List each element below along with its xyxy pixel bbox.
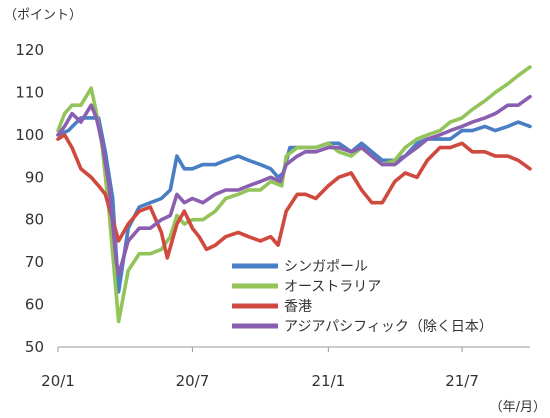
x-tick-label: 21/7 [445, 372, 479, 390]
x-tick-label: 20/7 [176, 372, 210, 390]
y-tick-label: 90 [25, 168, 44, 186]
legend-label: オーストラリア [284, 279, 381, 295]
y-tick-label: 80 [25, 211, 44, 229]
series-lines [56, 65, 532, 324]
legend-label: アジアパシフィック（除く日本） [284, 319, 493, 335]
y-tick-label: 100 [15, 126, 44, 144]
series-line-2 [56, 65, 532, 324]
series-line-4 [56, 94, 532, 277]
x-axis-ticks: 20/1 20/7 21/1 21/7 [41, 347, 479, 390]
legend-label: シンガポール [284, 259, 368, 275]
y-tick-label: 110 [15, 83, 44, 101]
x-unit-label: （年/月） [490, 400, 546, 415]
y-tick-label: 120 [15, 41, 44, 59]
y-tick-label: 70 [25, 253, 44, 271]
y-tick-label: 50 [25, 338, 44, 356]
y-unit-label: （ポイント） [4, 8, 82, 23]
y-tick-label: 60 [25, 296, 44, 314]
x-tick-label: 20/1 [41, 372, 75, 390]
y-axis-ticks: 50 60 70 80 90 100 110 120 [15, 41, 44, 356]
legend-label: 香港 [284, 299, 312, 315]
series-line-3 [56, 133, 532, 260]
x-tick-label: 21/1 [312, 372, 346, 390]
